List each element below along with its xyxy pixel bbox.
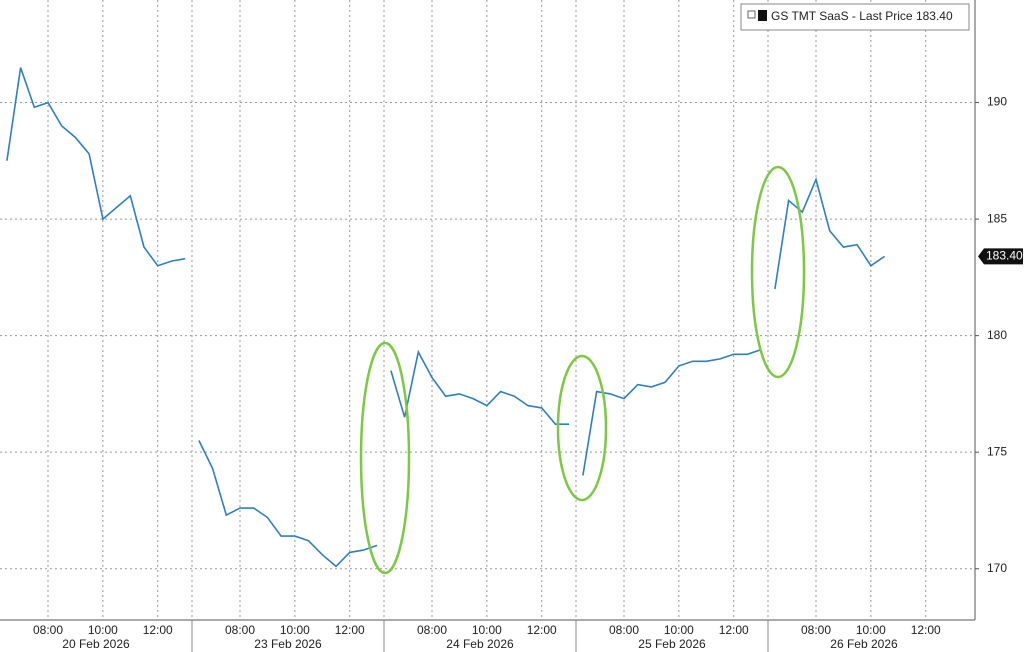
price-line [582, 348, 762, 476]
x-date-label: 23 Feb 2026 [254, 637, 322, 651]
x-tick-label: 12:00 [911, 623, 941, 637]
price-line [198, 440, 378, 568]
x-date-label: 20 Feb 2026 [62, 637, 130, 651]
y-tick-label: 170 [987, 561, 1007, 575]
x-tick-label: 08:00 [33, 623, 63, 637]
price-line [6, 67, 186, 267]
y-tick-label: 190 [987, 95, 1007, 109]
x-date-label: 26 Feb 2026 [830, 637, 898, 651]
legend-label: GS TMT SaaS - Last Price 183.40 [771, 9, 953, 23]
legend-price: 183.40 [916, 9, 953, 23]
x-tick-label: 12:00 [719, 623, 749, 637]
last-price-tag [978, 248, 1023, 265]
x-tick-label: 10:00 [280, 623, 310, 637]
x-tick-label: 10:00 [664, 623, 694, 637]
x-tick-label: 08:00 [225, 623, 255, 637]
legend: GS TMT SaaS - Last Price 183.40 [740, 3, 970, 31]
x-date-label: 24 Feb 2026 [446, 637, 514, 651]
y-tick-label: 180 [987, 328, 1007, 342]
x-tick-label: 12:00 [143, 623, 173, 637]
x-tick-label: 12:00 [335, 623, 365, 637]
y-tick-label: 175 [987, 444, 1007, 458]
highlight-ellipse [750, 165, 806, 379]
x-tick-label: 08:00 [609, 623, 639, 637]
highlight-ellipse [556, 354, 608, 502]
legend-box [740, 3, 970, 31]
x-tick-label: 08:00 [801, 623, 831, 637]
last-price-label: 183.40 [986, 249, 1023, 263]
price-line [390, 349, 570, 426]
x-tick-label: 10:00 [472, 623, 502, 637]
x-tick-label: 10:00 [856, 623, 886, 637]
x-tick-label: 08:00 [417, 623, 447, 637]
x-tick-label: 10:00 [88, 623, 118, 637]
highlight-ellipse [359, 341, 411, 575]
legend-swatch [758, 10, 767, 21]
price-line [774, 177, 886, 290]
legend-name: GS TMT SaaS - Last Price [771, 9, 913, 23]
annotations [359, 165, 806, 575]
legend-toggle [747, 10, 756, 19]
x-date-label: 25 Feb 2026 [638, 637, 706, 651]
y-tick-label: 185 [987, 211, 1007, 225]
x-tick-label: 12:00 [527, 623, 557, 637]
